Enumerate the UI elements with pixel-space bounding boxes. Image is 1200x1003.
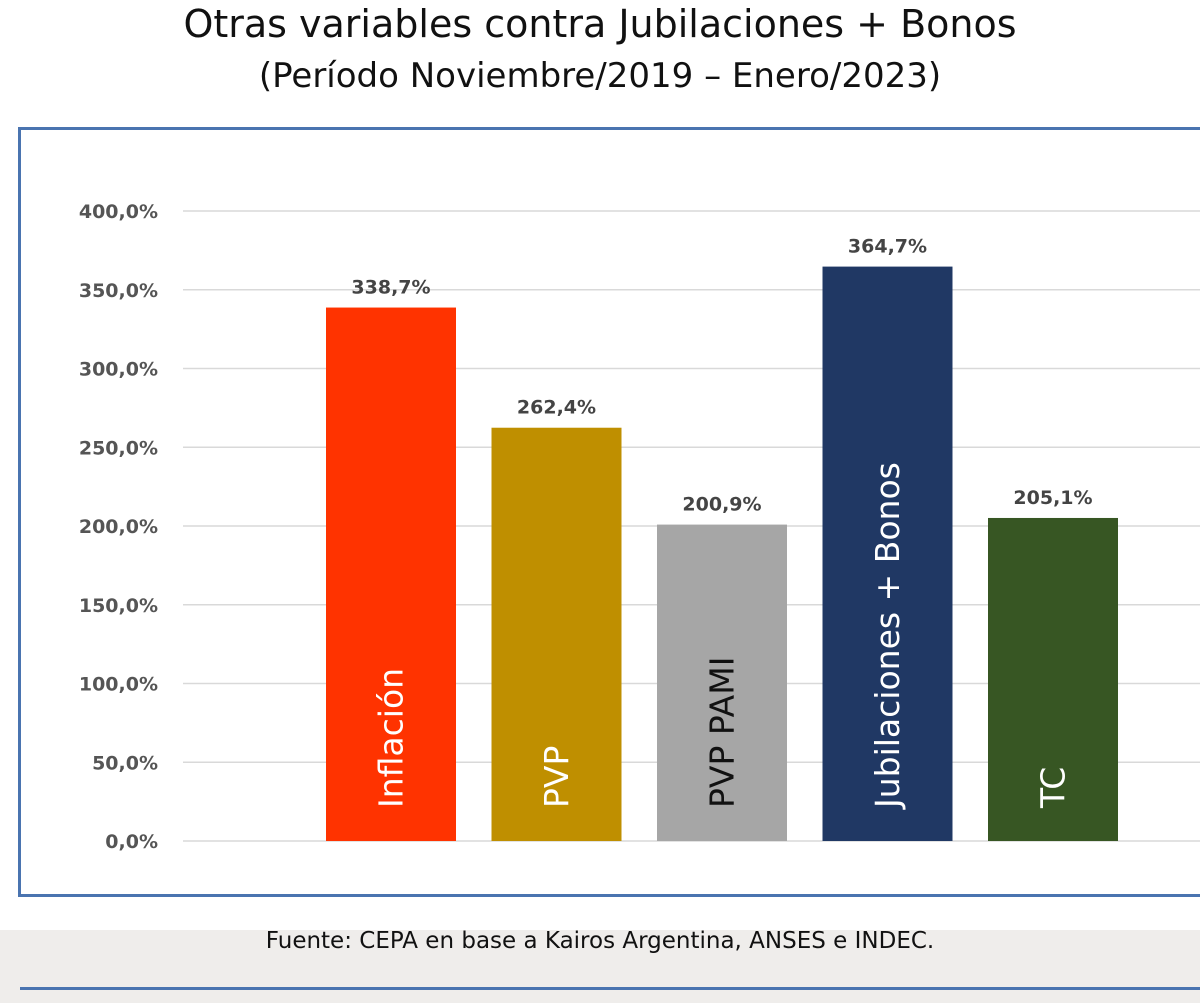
y-tick-label: 0,0% bbox=[105, 831, 158, 853]
source-note: Fuente: CEPA en base a Kairos Argentina,… bbox=[265, 928, 935, 954]
bar-chart: 0,0% 50,0% 100,0% 150,0% 200,0% 250,0% 300,0% 3… bbox=[79, 201, 1200, 853]
chart-title: Otras variables contra Jubilaciones + Bo… bbox=[183, 2, 1017, 46]
bar bbox=[822, 266, 953, 841]
data-label: 262,4% bbox=[517, 397, 596, 419]
data-label: 205,1% bbox=[1013, 487, 1092, 509]
category-label: Jubilaciones + Bonos bbox=[868, 462, 907, 810]
category-label: TC bbox=[1034, 767, 1073, 809]
y-tick-label: 350,0% bbox=[79, 280, 158, 302]
bottom-divider bbox=[20, 987, 1200, 990]
y-tick-label: 150,0% bbox=[79, 595, 158, 617]
bar bbox=[657, 524, 787, 841]
category-label: PVP bbox=[537, 746, 576, 808]
y-tick-label: 250,0% bbox=[79, 437, 158, 459]
data-label: 364,7% bbox=[848, 236, 927, 258]
y-tick-label: 300,0% bbox=[79, 359, 158, 381]
bar bbox=[326, 307, 456, 841]
y-tick-label: 400,0% bbox=[79, 201, 158, 223]
bar bbox=[988, 517, 1118, 841]
footer-band bbox=[0, 930, 1200, 1003]
chart-subtitle: (Período Noviembre/2019 – Enero/2023) bbox=[258, 56, 942, 96]
bar bbox=[491, 427, 622, 841]
category-label: PVP PAMI bbox=[703, 657, 742, 808]
chart-frame: 0,0% 50,0% 100,0% 150,0% 200,0% 250,0% 300,0% 3… bbox=[18, 127, 1200, 897]
data-label: 200,9% bbox=[682, 494, 761, 516]
y-tick-label: 200,0% bbox=[79, 516, 158, 538]
y-tick-label: 100,0% bbox=[79, 674, 158, 696]
data-label: 338,7% bbox=[351, 277, 430, 299]
category-label: Inflación bbox=[372, 668, 411, 808]
y-tick-label: 50,0% bbox=[92, 752, 158, 774]
